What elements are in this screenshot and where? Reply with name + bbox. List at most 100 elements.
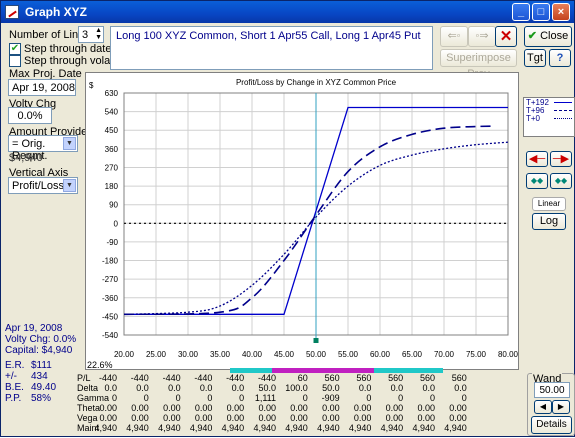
maximize-icon[interactable]: □ bbox=[532, 3, 550, 21]
table-cell: 0.00 bbox=[290, 413, 308, 423]
dropdown-arrow-icon[interactable]: ▼ bbox=[63, 179, 76, 192]
table-cell: 0.00 bbox=[226, 403, 245, 413]
table-row: Vega 0.00 0.00 0.00 0.00 0.00 0.00 0.00 0.00 0.00… bbox=[77, 413, 527, 423]
table-cell: 0 bbox=[366, 393, 372, 403]
wand-right-icon[interactable]: ▶ bbox=[552, 400, 570, 414]
compress-icon[interactable]: ◆◆ bbox=[526, 173, 548, 189]
table-cell: 0.0 bbox=[231, 383, 245, 393]
table-cell: 0 bbox=[239, 393, 245, 403]
spinner-arrows-icon[interactable]: ▲ ▼ bbox=[95, 27, 102, 41]
log-button[interactable]: Log bbox=[532, 213, 566, 230]
superimpose-prev-button[interactable]: Superimpose Prev bbox=[440, 49, 517, 80]
table-cell: 0.00 bbox=[131, 403, 149, 413]
row-label: Delta bbox=[77, 383, 99, 393]
tgt-button[interactable]: Tgt bbox=[524, 49, 546, 67]
table-cell: 4,940 bbox=[221, 423, 245, 433]
table-cell: 560 bbox=[324, 373, 340, 383]
legend: T+192 T+96 T+0 bbox=[523, 97, 575, 137]
table-cell: 0.00 bbox=[449, 403, 467, 413]
table-cell: 0.00 bbox=[322, 413, 340, 423]
table-cell: 0.00 bbox=[99, 413, 117, 423]
table-cell: 0.00 bbox=[163, 403, 181, 413]
row-label: Vega bbox=[77, 413, 98, 423]
table-cell: 0.00 bbox=[163, 413, 181, 423]
title-bar[interactable]: Graph XYZ _ □ × bbox=[1, 1, 574, 23]
table-cell: 4,940 bbox=[189, 423, 213, 433]
y-tick-label: -180 bbox=[102, 257, 119, 266]
row-label: Theta bbox=[77, 403, 101, 413]
step-volatilities-label: Step through volatilities bbox=[24, 55, 138, 67]
er-value: $111 bbox=[31, 360, 52, 371]
step-volatilities-checkbox[interactable] bbox=[9, 55, 21, 67]
table-cell: 0.00 bbox=[385, 413, 404, 423]
help-button[interactable]: ? bbox=[549, 49, 571, 67]
num-lines-spinner[interactable]: 3 ▲ ▼ bbox=[78, 26, 104, 43]
table-cell: 0.0 bbox=[454, 383, 467, 393]
wand-panel: Wand 50.00 ◀ ▶ Details bbox=[527, 373, 575, 436]
table-cell: 4,940 bbox=[348, 423, 372, 433]
table-cell: 0.00 bbox=[449, 413, 467, 423]
amount-provided-select[interactable]: = Orig. Reqmt. ▼ bbox=[8, 135, 78, 162]
pp-label: P.P. bbox=[5, 393, 22, 404]
y-tick-label: -360 bbox=[102, 294, 119, 303]
table-cell: 560 bbox=[451, 373, 467, 383]
close-window-icon[interactable]: × bbox=[552, 3, 570, 21]
table-cell: 0.0 bbox=[199, 383, 213, 393]
table-cell: 0.00 bbox=[290, 403, 308, 413]
summary-volty: Volty Chg: 0.0% bbox=[5, 334, 77, 345]
table-cell: 4,940 bbox=[380, 423, 404, 433]
forward-arrow-icon[interactable]: ◦⇒ bbox=[468, 26, 496, 47]
chart-area[interactable]: Profit/Loss by Change in XYZ Common Pric… bbox=[85, 72, 519, 370]
expand-icon[interactable]: ◆◆ bbox=[550, 173, 572, 189]
x-tick-label: 50.00 bbox=[306, 350, 327, 359]
table-cell: -440 bbox=[226, 373, 245, 383]
table-cell: 0 bbox=[175, 393, 181, 403]
table-cell: -440 bbox=[257, 373, 276, 383]
x-tick-label: 55.00 bbox=[338, 350, 359, 359]
details-button[interactable]: Details bbox=[531, 416, 572, 434]
linear-button[interactable]: Linear bbox=[532, 197, 566, 211]
shift-right-arrow-icon[interactable]: ─▶ bbox=[550, 151, 572, 167]
summary-capital: Capital: $4,940 bbox=[5, 345, 73, 356]
series-line-tplus192 bbox=[124, 106, 508, 315]
delete-x-icon[interactable]: ✕ bbox=[495, 26, 517, 47]
close-label: Close bbox=[540, 30, 569, 42]
series-line-tplus0 bbox=[123, 141, 509, 315]
x-tick-label: 30.00 bbox=[178, 350, 199, 359]
step-dates-checkbox[interactable]: ✔ bbox=[9, 43, 21, 55]
vertical-axis-select[interactable]: Profit/Loss ▼ bbox=[8, 177, 78, 194]
table-cell: 0.00 bbox=[226, 413, 245, 423]
checkmark-icon: ✔ bbox=[527, 30, 538, 42]
row-label: Gamma bbox=[77, 393, 110, 403]
shift-left-arrow-icon[interactable]: ◀─ bbox=[526, 151, 548, 167]
x-tick-label: 75.00 bbox=[466, 350, 487, 359]
wand-left-icon[interactable]: ◀ bbox=[534, 400, 552, 414]
table-cell: 60 bbox=[297, 373, 308, 383]
x-tick-label: 25.00 bbox=[146, 350, 167, 359]
legend-t0: T+0 bbox=[524, 114, 574, 123]
table-cell: 0 bbox=[302, 393, 308, 403]
wand-value-input[interactable]: 50.00 bbox=[534, 382, 570, 398]
profit-loss-chart: Profit/Loss by Change in XYZ Common Pric… bbox=[89, 78, 519, 359]
table-cell: 0.0 bbox=[390, 383, 404, 393]
table-cell: -440 bbox=[130, 373, 149, 383]
max-proj-date-input[interactable]: Apr 19, 2008 bbox=[8, 79, 76, 96]
volty-chg-input[interactable]: 0.0% bbox=[8, 107, 52, 124]
table-cell: 4,940 bbox=[158, 423, 181, 433]
legend-t96: T+96 bbox=[524, 106, 574, 115]
cursor-marker bbox=[313, 338, 319, 343]
table-cell: 0.00 bbox=[99, 403, 117, 413]
table-cell: 0.00 bbox=[417, 403, 435, 413]
minimize-icon[interactable]: _ bbox=[512, 3, 530, 21]
x-tick-label: 35.00 bbox=[210, 350, 231, 359]
dropdown-arrow-icon[interactable]: ▼ bbox=[63, 137, 76, 150]
row-label: P/L bbox=[77, 373, 91, 383]
position-description[interactable]: Long 100 XYZ Common, Short 1 Apr55 Call,… bbox=[110, 26, 433, 70]
back-arrow-icon[interactable]: ⇐◦ bbox=[440, 26, 468, 47]
pp-value: 58% bbox=[31, 393, 52, 404]
table-cell: 0.00 bbox=[131, 413, 149, 423]
y-tick-label: 540 bbox=[105, 108, 119, 117]
y-axis-label: $ bbox=[89, 81, 94, 90]
close-button[interactable]: ✔ Close bbox=[524, 26, 572, 47]
